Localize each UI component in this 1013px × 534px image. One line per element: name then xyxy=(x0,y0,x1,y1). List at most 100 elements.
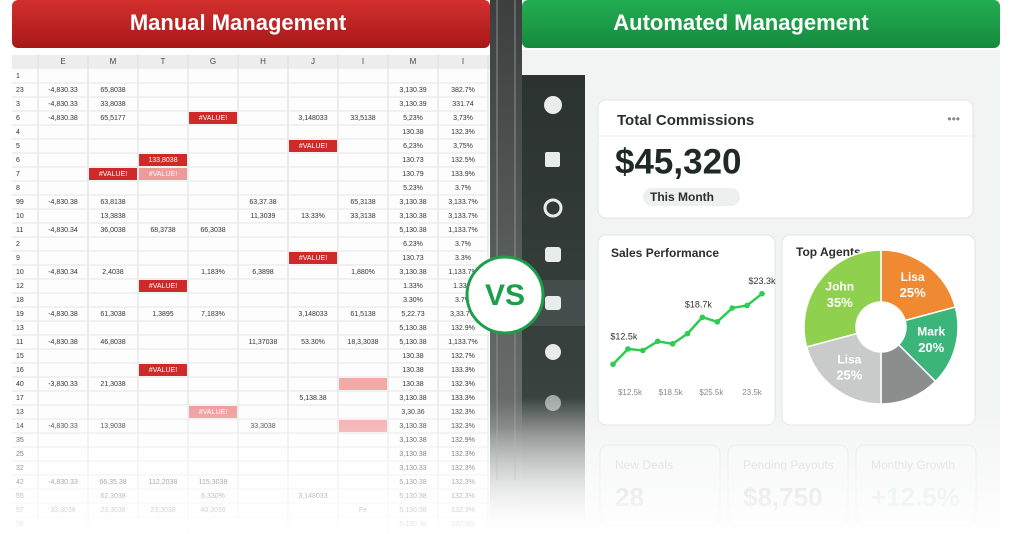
row-number: 8 xyxy=(16,185,20,192)
cell: 5.23% xyxy=(403,185,423,192)
row-number: 3 xyxy=(16,101,20,108)
icon-settings[interactable] xyxy=(545,344,561,360)
cell-flag xyxy=(289,140,337,152)
cell: -4,830.33 xyxy=(48,101,78,108)
cell: 1,880% xyxy=(351,269,375,276)
row-number: 5 xyxy=(16,143,20,150)
cell: 130.38 xyxy=(402,367,424,374)
data-label: $12.5k xyxy=(610,331,638,341)
cell: 61,5138 xyxy=(350,311,375,318)
column-header: I xyxy=(362,57,364,66)
cell: 130.73 xyxy=(402,255,424,262)
cell: 21,3038 xyxy=(100,381,125,388)
cell: 3,130.38 xyxy=(399,213,426,220)
cell: 11,3039 xyxy=(251,213,276,220)
cell: 6,3898 xyxy=(252,269,274,276)
data-label: $18.7k xyxy=(685,300,713,310)
cell: 3,130.38 xyxy=(399,199,426,206)
cell: 66,3038 xyxy=(200,227,225,234)
pie-slice xyxy=(880,249,957,322)
cell: -4,830.38 xyxy=(48,339,78,346)
cell: 3,148033 xyxy=(298,311,327,318)
left-title: Manual Management xyxy=(130,10,347,35)
icon-messages[interactable] xyxy=(545,296,561,310)
row-number: 9 xyxy=(16,255,20,262)
cell: 130.73 xyxy=(402,157,424,164)
cell: 1,133.7% xyxy=(448,269,478,276)
cell: 3,75% xyxy=(453,143,473,150)
cell: 46,8038 xyxy=(100,339,125,346)
row-number: 6 xyxy=(16,115,20,122)
cell: 132.7% xyxy=(451,353,475,360)
row-number: 23 xyxy=(16,87,24,94)
x-tick-label: $12.5k xyxy=(618,388,643,397)
cell: 3,148033 xyxy=(298,115,327,122)
cell-flag xyxy=(189,112,237,124)
vs-badge xyxy=(465,255,545,335)
cell: 11,37038 xyxy=(249,339,278,346)
row-number: 2 xyxy=(16,241,20,248)
icon-dashboard[interactable] xyxy=(544,96,562,114)
slice-value: 25% xyxy=(900,285,926,300)
row-number: 6 xyxy=(16,157,20,164)
column-header: G xyxy=(210,57,216,66)
cell: 3.30% xyxy=(403,297,423,304)
cell: 6,23% xyxy=(403,143,423,150)
cell: 133.3% xyxy=(451,395,475,402)
icon-camera[interactable] xyxy=(545,247,561,262)
row-number: 12 xyxy=(16,283,24,290)
cell: 1.33% xyxy=(403,283,423,290)
cell: 3.7% xyxy=(455,297,471,304)
column-header: J xyxy=(311,57,315,66)
cell-flag xyxy=(139,168,187,180)
cell: 5,130.38 xyxy=(399,339,426,346)
cell: -4,830.38 xyxy=(48,311,78,318)
sales-point xyxy=(699,314,706,321)
cell: 1.33% xyxy=(453,283,473,290)
cell: 3,73% xyxy=(453,115,473,122)
cell: -3,830.33 xyxy=(48,381,78,388)
card-menu[interactable]: ••• xyxy=(947,112,960,126)
slice-name: Mark xyxy=(917,325,945,339)
row-number: 15 xyxy=(16,353,24,360)
sales-point xyxy=(744,302,750,309)
cell: 1,133.7% xyxy=(448,339,478,346)
sales-point xyxy=(729,305,735,311)
row-number: 10 xyxy=(16,213,24,220)
commission-amount: $45,320 xyxy=(615,142,742,181)
right-title: Automated Management xyxy=(613,10,869,35)
error-cell: #VALUE! xyxy=(149,283,177,290)
x-tick-label: 23.5k xyxy=(742,388,763,397)
column-header: I xyxy=(462,57,464,66)
pie-slice xyxy=(897,306,959,383)
icon-reports[interactable] xyxy=(545,152,560,167)
x-tick-label: $18.5k xyxy=(659,388,684,397)
cell: 6.23% xyxy=(403,241,423,248)
cell: 3,130.39 xyxy=(399,101,426,108)
cell: 65,3138 xyxy=(350,199,375,206)
x-tick-label: $25.5k xyxy=(699,388,724,397)
cell: 65,5177 xyxy=(100,115,125,122)
cell: 3,133.7% xyxy=(448,199,478,206)
sales-point xyxy=(610,361,616,368)
error-cell: #VALUE! xyxy=(99,171,127,178)
row-number: 1 xyxy=(16,73,20,80)
cell: -4,830.33 xyxy=(48,87,78,94)
sales-point xyxy=(714,319,721,325)
left-header xyxy=(12,0,490,48)
cell: 7,183% xyxy=(201,311,225,318)
slice-name: Lisa xyxy=(901,270,925,284)
cell: 3,130.38 xyxy=(399,269,426,276)
cell-flag xyxy=(89,168,137,180)
cell: -4,830.34 xyxy=(48,269,78,276)
error-cell: #VALUE! xyxy=(299,255,327,262)
chart-title: Top Agents xyxy=(796,245,861,259)
sales-point xyxy=(684,330,691,337)
card-title: Total Commissions xyxy=(617,112,754,129)
error-cell: 133,8038 xyxy=(148,157,177,164)
sidebar-icons xyxy=(543,96,563,411)
icon-search[interactable] xyxy=(543,198,563,218)
slice-value: 20% xyxy=(918,340,944,355)
row-number: 16 xyxy=(16,367,24,374)
